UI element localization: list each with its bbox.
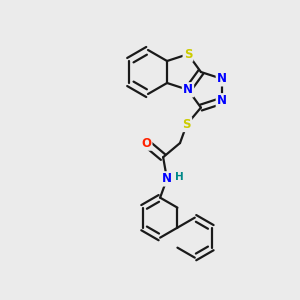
Text: N: N — [162, 172, 172, 185]
Text: N: N — [217, 72, 227, 85]
Text: S: S — [184, 48, 192, 61]
Text: N: N — [183, 83, 193, 96]
Text: O: O — [141, 136, 151, 150]
Text: H: H — [175, 172, 183, 182]
Text: N: N — [217, 94, 227, 107]
Text: S: S — [182, 118, 191, 131]
